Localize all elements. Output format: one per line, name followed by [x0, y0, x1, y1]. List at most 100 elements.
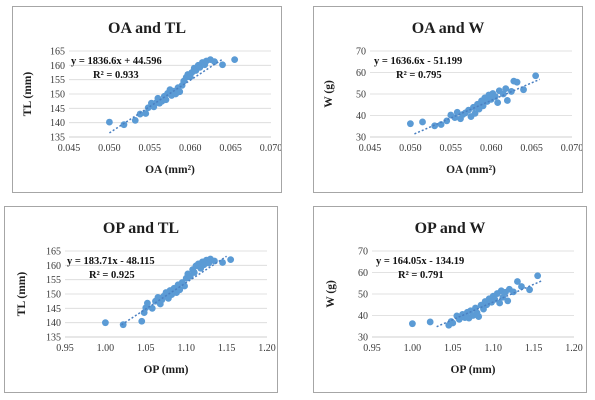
r-squared-label: R² = 0.933	[93, 70, 139, 81]
x-tick-label: 0.95	[56, 343, 74, 354]
regression-equation: y = 164.05x - 134.19	[376, 256, 464, 267]
data-point	[504, 297, 512, 305]
x-tick-label: 0.050	[98, 143, 121, 154]
data-point	[409, 320, 416, 328]
x-tick-label: 0.060	[480, 143, 503, 154]
x-tick-label: 1.15	[525, 343, 543, 354]
x-axis-label: OA (mm²)	[446, 164, 496, 176]
x-axis-label: OA (mm²)	[145, 164, 195, 176]
data-point	[499, 90, 507, 98]
x-tick-label: 0.060	[179, 143, 202, 154]
chart-panel-oa-w: OA and W 30 40 50 60 70 0.045 0.050 0.055 0.060 0.…	[313, 6, 583, 193]
data-point	[518, 283, 525, 290]
x-tick-label: 1.15	[218, 343, 236, 354]
chart-title: OP and TL	[103, 220, 179, 237]
y-tick-label: 50	[356, 90, 366, 101]
y-tick-label: 165	[50, 47, 65, 58]
data-point	[496, 299, 504, 307]
chart-panel-oa-tl: OA and TL 135 140 145 150 155 160 165 0.045 0.050…	[12, 6, 282, 193]
y-tick-label: 160	[50, 61, 65, 72]
x-tick-label: 0.070	[561, 143, 582, 154]
y-tick-label: 30	[356, 133, 366, 144]
chart-title: OA and TL	[108, 20, 186, 37]
x-tick-label: 0.070	[260, 143, 281, 154]
y-tick-label: 135	[50, 133, 65, 144]
data-point	[227, 256, 235, 263]
data-point	[514, 278, 521, 285]
data-point	[526, 286, 533, 294]
x-tick-label: 1.00	[404, 343, 422, 354]
y-tick-label: 160	[46, 261, 61, 272]
y-tick-label: 70	[358, 247, 368, 258]
data-point	[138, 317, 146, 325]
x-tick-label: 0.055	[139, 143, 162, 154]
data-point	[106, 118, 113, 126]
y-tick-label: 155	[46, 275, 61, 286]
data-point	[455, 315, 463, 323]
chart-panel-op-tl: OP and TL 135 140 145 150 155 160 165 0.95 1.00 1.…	[4, 206, 278, 393]
y-tick-label: 70	[356, 47, 366, 58]
y-tick-label: 165	[46, 247, 61, 258]
data-point	[419, 118, 426, 126]
y-tick-label: 40	[358, 311, 368, 322]
data-point	[513, 78, 521, 86]
x-tick-label: 1.05	[444, 343, 462, 354]
trendline	[414, 78, 540, 135]
y-tick-label: 155	[50, 75, 65, 86]
data-point	[532, 72, 540, 80]
trendline	[436, 280, 542, 328]
y-tick-label: 140	[50, 118, 65, 129]
x-tick-label: 0.95	[363, 343, 381, 354]
data-point	[407, 120, 414, 128]
x-tick-label: 1.05	[137, 343, 155, 354]
y-tick-label: 40	[356, 111, 366, 122]
regression-equation: y = 183.71x - 48.115	[67, 256, 155, 267]
data-point	[136, 110, 144, 118]
x-tick-label: 1.10	[484, 343, 502, 354]
x-tick-label: 1.10	[177, 343, 195, 354]
y-axis-label: TL (mm)	[22, 72, 34, 117]
x-tick-label: 0.045	[359, 143, 382, 154]
x-tick-label: 1.00	[97, 343, 115, 354]
x-tick-label: 0.065	[219, 143, 242, 154]
trendline	[108, 58, 223, 134]
r-squared-label: R² = 0.795	[396, 70, 442, 81]
y-tick-label: 145	[50, 104, 65, 115]
data-point	[176, 286, 184, 294]
data-point	[144, 299, 151, 307]
x-tick-label: 1.20	[565, 343, 583, 354]
x-tick-label: 0.050	[399, 143, 422, 154]
data-point	[181, 282, 188, 290]
data-point	[494, 99, 502, 106]
x-tick-label: 0.055	[440, 143, 463, 154]
y-axis-label: TL (mm)	[16, 272, 28, 317]
chart-op-w: OP and W 30 40 50 60 70 0.95 1.00 1.05 1.10 1.15 1.…	[325, 220, 583, 376]
data-point	[102, 319, 109, 327]
x-tick-label: 0.065	[520, 143, 543, 154]
y-tick-label: 60	[356, 68, 366, 79]
data-point	[510, 288, 517, 296]
y-tick-label: 140	[46, 318, 61, 329]
data-point	[231, 56, 239, 63]
y-tick-label: 145	[46, 304, 61, 315]
regression-equation: y = 1836.6x + 44.596	[71, 56, 162, 67]
data-point	[148, 304, 156, 312]
chart-oa-tl: OA and TL 135 140 145 150 155 160 165 0.045 0.050…	[22, 20, 281, 176]
y-tick-label: 135	[46, 333, 61, 344]
y-axis-label: W (g)	[325, 280, 337, 308]
chart-oa-w: OA and W 30 40 50 60 70 0.045 0.050 0.055 0.060 0.…	[323, 20, 582, 176]
y-tick-label: 150	[50, 90, 65, 101]
x-tick-label: 0.045	[58, 143, 81, 154]
data-point	[176, 88, 184, 96]
data-point	[502, 85, 510, 93]
data-point	[503, 97, 511, 104]
y-axis-label: W (g)	[323, 80, 335, 108]
chart-panel-op-w: OP and W 30 40 50 60 70 0.95 1.00 1.05 1.10 1.15 1.…	[313, 206, 587, 393]
chart-title: OA and W	[412, 20, 485, 37]
data-point	[119, 321, 127, 329]
data-point	[219, 259, 226, 266]
data-point	[520, 86, 527, 94]
r-squared-label: R² = 0.791	[398, 270, 444, 281]
x-axis-label: OP (mm)	[143, 364, 188, 376]
chart-op-tl: OP and TL 135 140 145 150 155 160 165 0.95 1.00 1.…	[16, 220, 276, 376]
